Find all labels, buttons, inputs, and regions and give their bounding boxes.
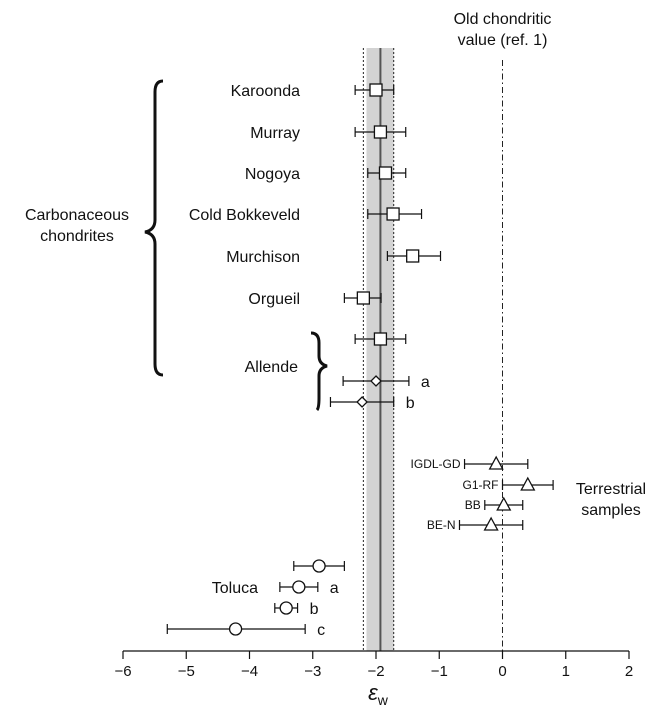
square-marker (373, 125, 388, 139)
square-marker (406, 249, 420, 263)
reference-label-line2: value (ref. 1) (458, 32, 548, 49)
point-label: Karoonda (231, 83, 300, 100)
x-ticks: −6 −5 −4 −3 −2 −1 0 1 2 (114, 651, 633, 680)
point-label: b (406, 395, 415, 412)
allende-label: Allende (245, 359, 298, 376)
data-point: a (342, 374, 430, 391)
data-point: BE-N (427, 516, 524, 532)
point-label: Nogoya (245, 166, 300, 183)
diamond-marker (356, 396, 369, 408)
data-points: Karoonda Murray Nogoya Cold Bokkeveld Murchi… (166, 83, 554, 639)
square-marker (373, 332, 388, 346)
data-point: Nogoya (245, 166, 407, 183)
carbonaceous-label-line1: Carbonaceous (25, 207, 129, 224)
allende-brace (310, 331, 328, 412)
data-point: G1-RF (463, 476, 554, 492)
point-label: IGDL-GD (411, 457, 461, 471)
square-marker (378, 166, 393, 180)
x-tick-label: −1 (431, 663, 448, 680)
data-point: BB (465, 496, 524, 512)
triangle-marker (496, 496, 512, 511)
triangle-marker (483, 516, 499, 531)
point-label: a (421, 374, 430, 391)
square-marker (386, 207, 400, 221)
x-tick-label: −4 (241, 663, 258, 680)
data-point: Cold Bokkeveld (189, 207, 423, 224)
data-point: b (274, 601, 319, 618)
circle-marker (228, 622, 243, 636)
terrestrial-label-line2: samples (581, 502, 641, 519)
data-point: Orgueil (248, 291, 382, 308)
point-label: Murchison (226, 249, 300, 266)
point-label: c (317, 622, 325, 639)
x-tick-label: −3 (304, 663, 321, 680)
x-tick-label: 2 (625, 663, 633, 680)
x-tick-label: 1 (562, 663, 570, 680)
terrestrial-label-line1: Terrestrial (576, 481, 646, 498)
point-label: BB (465, 498, 481, 512)
x-tick-label: 0 (498, 663, 506, 680)
reference-label-line1: Old chondritic (454, 11, 552, 28)
point-label: b (310, 601, 319, 618)
x-axis-label: εw (368, 680, 389, 708)
x-tick-label: −5 (178, 663, 195, 680)
carbonaceous-brace (144, 79, 164, 377)
data-point: Murchison (226, 249, 442, 266)
point-label: Cold Bokkeveld (189, 207, 300, 224)
data-point: IGDL-GD (411, 455, 529, 471)
triangle-marker (520, 476, 536, 491)
carbonaceous-label-line2: chondrites (40, 228, 114, 245)
data-point: a (279, 580, 339, 597)
x-axis-label-symbol: ε (368, 680, 378, 705)
triangle-marker (488, 455, 504, 470)
x-tick-label: −6 (114, 663, 131, 680)
circle-marker (279, 601, 293, 615)
point-label: a (330, 580, 339, 597)
circle-marker (312, 559, 326, 573)
toluca-label: Toluca (212, 580, 258, 597)
x-axis-label-subscript: w (377, 692, 389, 708)
point-label: Orgueil (248, 291, 300, 308)
point-label: G1-RF (463, 478, 499, 492)
point-label: BE-N (427, 518, 456, 532)
data-point: c (166, 622, 325, 639)
data-point (354, 332, 407, 346)
point-label: Murray (250, 125, 300, 142)
square-marker (356, 291, 371, 305)
x-tick-label: −2 (367, 663, 384, 680)
data-point: Murray (250, 125, 407, 142)
data-point (293, 559, 345, 573)
circle-marker (292, 580, 306, 594)
diamond-marker (370, 375, 382, 387)
data-point: Karoonda (231, 83, 395, 100)
data-point: b (329, 395, 415, 412)
square-marker (369, 83, 383, 97)
